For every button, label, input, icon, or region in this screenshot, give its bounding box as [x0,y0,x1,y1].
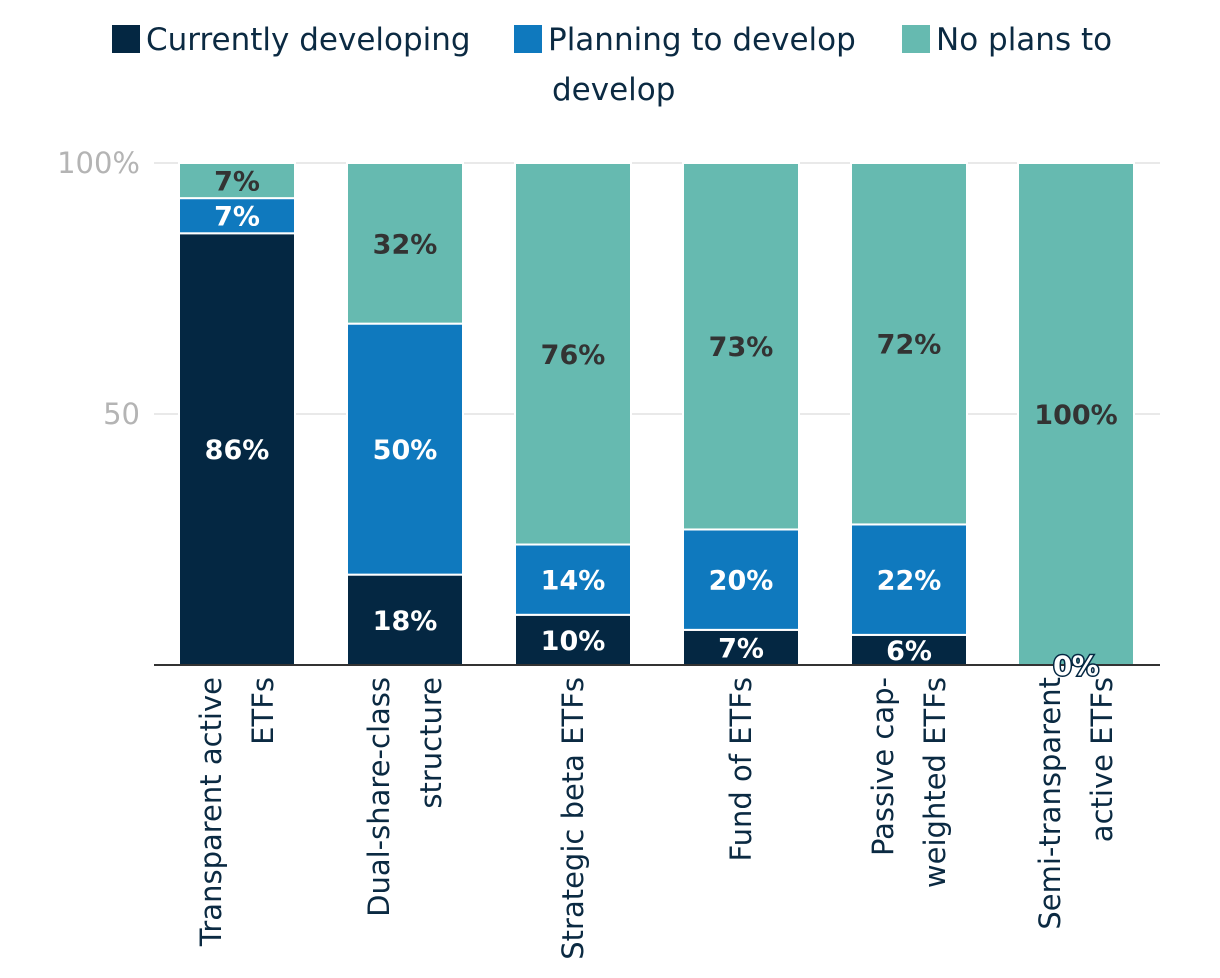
data-label: 73% [709,332,774,363]
bar-segment [514,543,632,616]
y-tick-label: 50 [103,397,140,431]
data-label: 18% [373,606,438,637]
x-tick-label: active ETFs [1085,677,1119,842]
bar-segment [682,528,800,631]
y-axis-ticks: 100% 50 [57,146,140,431]
data-label: 32% [373,229,438,260]
data-label: 22% [877,566,942,597]
legend-label: Currently developing [146,22,471,58]
legend: Currently developing Planning to develop d… [112,22,1112,108]
x-tick-label: ETFs [246,677,280,745]
data-label: 0% [1053,651,1099,682]
gridlines [154,162,1160,415]
x-tick-label: weighted ETFs [918,677,952,888]
x-axis-ticks: Transparent active ETFs Dual-share-class st… [194,677,1119,960]
legend-swatch [514,25,542,53]
data-label: 7% [214,202,260,233]
x-tick-label: Semi-transparent [1033,677,1067,930]
data-label: 14% [541,566,606,597]
bar-segment [850,162,968,526]
bar-segment [682,162,800,531]
data-label: 86% [205,435,270,466]
x-tick-label: Passive cap- [866,677,900,856]
x-tick-label: Fund of ETFs [724,677,758,861]
bar-segment [346,322,464,576]
bar-segment [514,613,632,666]
bar-segment [514,162,632,546]
y-tick-label: 100% [57,146,140,180]
data-label: 6% [886,636,932,667]
bar-segment [178,162,296,200]
data-label: 50% [373,435,438,466]
x-tick-label: Strategic beta ETFs [556,677,590,960]
data-label: 10% [541,626,606,657]
legend-label: No plans to [936,22,1112,58]
x-tick-label: Dual-share-class [362,677,396,917]
data-label: 72% [877,330,942,361]
legend-swatch [902,25,930,53]
legend-swatch [112,25,140,53]
legend-label: Planning to develop [548,22,856,58]
data-label: 100% [1034,400,1117,431]
data-labels: 86% 7% 7% 18% 50% 32% 10% 14% 76% 7% 20% 73% 6% 22% 72… [205,167,1118,684]
bar-segment [346,573,464,667]
data-label: 7% [718,633,764,664]
data-label: 76% [541,340,606,371]
bar-segment [1017,162,1135,666]
x-tick-label: structure [414,677,448,809]
bar-segment [178,232,296,666]
bar-segment [346,162,464,325]
legend-label: develop [552,72,675,108]
bar-segment [850,523,968,636]
data-label: 20% [709,566,774,597]
data-label: 7% [214,167,260,198]
bars [178,162,1135,667]
x-tick-label: Transparent active [194,677,228,947]
